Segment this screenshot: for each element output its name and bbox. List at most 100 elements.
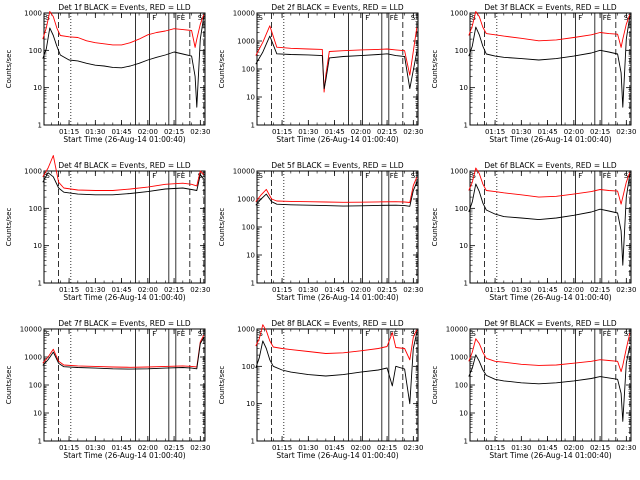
- x-tick-label: 01:30: [511, 444, 531, 452]
- y-axis-label: Counts/sec: [431, 366, 439, 405]
- chart-title: Det 9f BLACK = Events, RED = LLD: [484, 319, 617, 328]
- y-tick-label: 100: [29, 205, 42, 213]
- x-tick-label: 01:15: [485, 128, 505, 136]
- x-tick-label: 01:45: [537, 444, 557, 452]
- events-series-line: [468, 16, 631, 108]
- x-tick-label: 01:15: [59, 128, 79, 136]
- events-series-line: [468, 174, 631, 266]
- x-tick-label: 02:15: [164, 128, 184, 136]
- chart-title: Det 8f BLACK = Events, RED = LLD: [271, 319, 404, 328]
- region-label: FE: [390, 14, 398, 22]
- region-label: FE: [177, 14, 185, 22]
- plot-frame: [256, 328, 419, 442]
- region-label: FE: [390, 330, 398, 338]
- region-label: FE: [603, 330, 611, 338]
- x-tick-label: 01:30: [511, 128, 531, 136]
- x-axis-label: Start Time (26-Aug-14 01:00:40): [489, 451, 611, 460]
- y-tick-label: 100: [242, 363, 255, 371]
- events-series-line: [255, 35, 418, 90]
- x-tick-label: 02:00: [564, 444, 584, 452]
- lld-series-line: [468, 11, 631, 48]
- y-tick-label: 10: [246, 252, 255, 260]
- y-axis-label: Counts/sec: [431, 208, 439, 247]
- x-axis-label: Start Time (26-Aug-14 01:00:40): [276, 293, 398, 302]
- detector-chart-2: Det 2f BLACK = Events, RED = LLD 1 10 100 10…: [218, 3, 423, 144]
- detector-chart-7: Det 7f BLACK = Events, RED = LLD 1 10 100 10…: [5, 319, 210, 460]
- x-axis-label: Start Time (26-Aug-14 01:00:40): [276, 135, 398, 144]
- x-tick-label: 02:15: [590, 128, 610, 136]
- lld-series-line: [255, 324, 418, 361]
- y-tick-label: 10: [459, 242, 468, 250]
- x-tick-label: 01:45: [324, 128, 344, 136]
- region-label: S: [624, 172, 629, 180]
- x-tick-label: 02:30: [190, 444, 210, 452]
- y-tick-label: 100: [455, 205, 468, 213]
- x-tick-label: 01:15: [272, 286, 292, 294]
- y-tick-label: 100: [455, 47, 468, 55]
- region-label: F: [578, 172, 582, 180]
- lld-series-line: [255, 25, 418, 93]
- region-label: FE: [390, 172, 398, 180]
- region-label: FE: [603, 172, 611, 180]
- region-label: F: [152, 172, 156, 180]
- region-label: F: [578, 14, 582, 22]
- x-tick-label: 02:30: [616, 128, 636, 136]
- y-tick-label: 10: [33, 84, 42, 92]
- region-label: S: [471, 330, 476, 338]
- x-tick-label: 02:30: [616, 286, 636, 294]
- region-label: S: [411, 172, 416, 180]
- x-tick-label: 01:15: [59, 444, 79, 452]
- region-label: S: [198, 14, 203, 22]
- x-tick-label: 01:45: [111, 444, 131, 452]
- x-tick-label: 01:30: [511, 286, 531, 294]
- region-label: FE: [177, 330, 185, 338]
- x-tick-label: 01:45: [111, 128, 131, 136]
- x-axis-label: Start Time (26-Aug-14 01:00:40): [489, 293, 611, 302]
- x-tick-label: 02:00: [351, 128, 371, 136]
- detector-chart-9: Det 9f BLACK = Events, RED = LLD 1 10 100 10…: [431, 319, 636, 460]
- y-tick-label: 10: [246, 400, 255, 408]
- detector-chart-5: Det 5f BLACK = Events, RED = LLD 1 10 100 10…: [218, 161, 423, 302]
- x-tick-label: 02:15: [377, 128, 397, 136]
- region-label: S: [258, 172, 263, 180]
- chart-title: Det 3f BLACK = Events, RED = LLD: [484, 3, 617, 12]
- region-label: F: [365, 14, 369, 22]
- plot-frame: [469, 328, 632, 442]
- x-axis-label: Start Time (26-Aug-14 01:00:40): [63, 293, 185, 302]
- y-axis-label: Counts/sec: [218, 208, 226, 247]
- x-tick-label: 02:00: [564, 286, 584, 294]
- chart-title: Det 2f BLACK = Events, RED = LLD: [271, 3, 404, 12]
- detector-chart-4: Det 4f BLACK = Events, RED = LLD 1 10 100 10…: [5, 155, 210, 302]
- detector-chart-6: Det 6f BLACK = Events, RED = LLD 1 10 100 10…: [431, 161, 636, 302]
- region-label: S: [258, 14, 263, 22]
- x-tick-label: 01:30: [298, 444, 318, 452]
- x-tick-label: 02:00: [564, 128, 584, 136]
- x-tick-label: 01:15: [485, 286, 505, 294]
- x-tick-label: 01:30: [85, 286, 105, 294]
- y-axis-label: Counts/sec: [5, 50, 13, 89]
- y-tick-label: 1: [38, 438, 42, 446]
- x-tick-label: 02:30: [403, 286, 423, 294]
- x-axis-label: Start Time (26-Aug-14 01:00:40): [63, 451, 185, 460]
- y-tick-label: 10: [459, 410, 468, 418]
- x-tick-label: 01:30: [298, 286, 318, 294]
- region-label: F: [152, 14, 156, 22]
- x-tick-label: 01:15: [485, 444, 505, 452]
- region-label: F: [152, 330, 156, 338]
- region-label: F: [365, 172, 369, 180]
- region-label: S: [45, 172, 50, 180]
- plot-frame: [43, 12, 206, 126]
- x-tick-label: 02:15: [590, 444, 610, 452]
- events-series-line: [255, 332, 418, 405]
- plot-frame: [43, 328, 206, 442]
- chart-title: Det 5f BLACK = Events, RED = LLD: [271, 161, 404, 170]
- x-tick-label: 02:15: [590, 286, 610, 294]
- y-axis-label: Counts/sec: [218, 366, 226, 405]
- y-tick-label: 10: [459, 84, 468, 92]
- plot-frame: [256, 170, 419, 284]
- x-tick-label: 01:45: [324, 286, 344, 294]
- events-series-line: [42, 172, 205, 196]
- x-tick-label: 02:30: [616, 444, 636, 452]
- x-tick-label: 01:30: [298, 128, 318, 136]
